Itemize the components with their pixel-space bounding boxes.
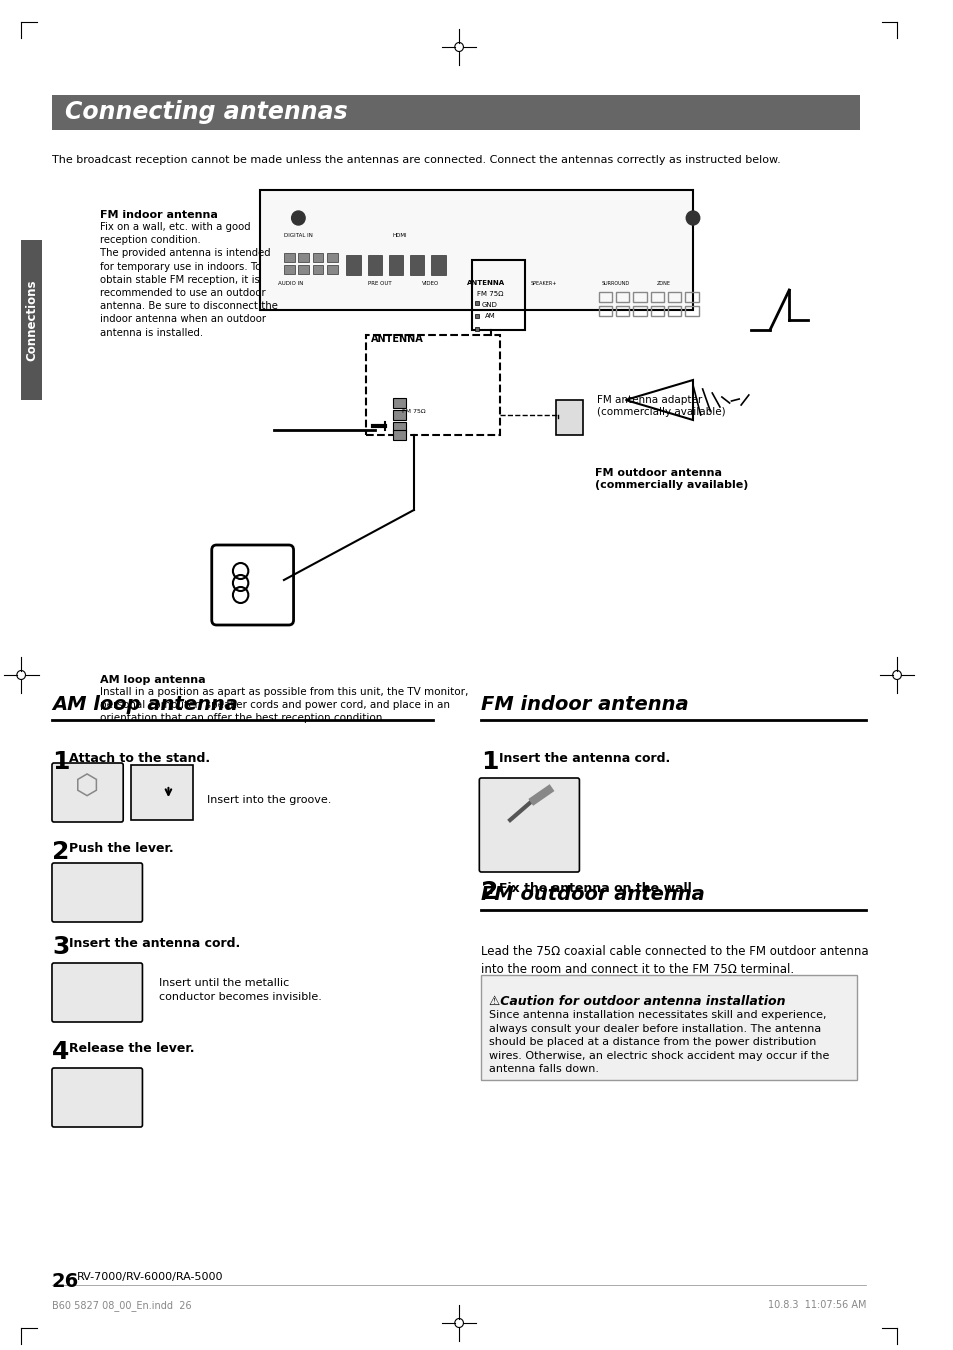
Bar [298, 252, 309, 262]
Bar [389, 255, 403, 275]
FancyBboxPatch shape [480, 975, 856, 1080]
Bar [650, 306, 663, 316]
Text: Release the lever.: Release the lever. [70, 1042, 194, 1054]
Text: 3: 3 [51, 936, 70, 958]
Bar [684, 306, 698, 316]
Text: GND: GND [481, 302, 497, 308]
Text: Connections: Connections [25, 279, 38, 360]
FancyBboxPatch shape [478, 778, 578, 872]
FancyBboxPatch shape [51, 763, 123, 822]
FancyBboxPatch shape [51, 863, 142, 922]
Text: Insert until the metallic
conductor becomes invisible.: Insert until the metallic conductor beco… [158, 979, 321, 1002]
FancyBboxPatch shape [556, 400, 582, 435]
Text: 1: 1 [480, 751, 498, 774]
Text: SURROUND: SURROUND [601, 281, 629, 286]
Text: Connecting antennas: Connecting antennas [66, 100, 348, 124]
Bar [431, 255, 445, 275]
Text: HDMI: HDMI [392, 234, 406, 238]
Text: Insert the antenna cord.: Insert the antenna cord. [70, 937, 240, 950]
Text: AM loop antenna: AM loop antenna [51, 695, 237, 714]
Bar [633, 292, 646, 302]
Bar [633, 306, 646, 316]
Bar [131, 765, 193, 819]
Bar [298, 265, 309, 274]
Text: RV-7000/RV-6000/RA-5000: RV-7000/RV-6000/RA-5000 [77, 1272, 223, 1282]
FancyBboxPatch shape [21, 240, 42, 400]
Text: ⬡: ⬡ [75, 772, 100, 801]
Text: Attach to the stand.: Attach to the stand. [70, 752, 211, 765]
Bar [313, 252, 323, 262]
Text: FM indoor antenna: FM indoor antenna [480, 695, 688, 714]
Bar [313, 265, 323, 274]
Bar [616, 292, 629, 302]
Text: Since antenna installation necessitates skill and experience,
always consult you: Since antenna installation necessitates … [489, 1010, 828, 1075]
Text: Fix the antenna on the wall.: Fix the antenna on the wall. [498, 882, 696, 895]
Text: 1: 1 [51, 751, 70, 774]
Bar [393, 431, 406, 440]
Text: ZONE: ZONE [657, 281, 670, 286]
Bar [367, 255, 382, 275]
Text: AUDIO IN: AUDIO IN [277, 281, 303, 286]
FancyBboxPatch shape [51, 95, 860, 130]
Text: DIGITAL IN: DIGITAL IN [284, 234, 313, 238]
Bar [684, 292, 698, 302]
Bar [346, 255, 360, 275]
FancyBboxPatch shape [51, 1068, 142, 1127]
FancyBboxPatch shape [365, 335, 500, 435]
Bar [327, 265, 337, 274]
Text: AM: AM [484, 313, 495, 319]
Text: ⚠Caution for outdoor antenna installation: ⚠Caution for outdoor antenna installatio… [489, 995, 784, 1008]
Text: B60 5827 08_00_En.indd  26: B60 5827 08_00_En.indd 26 [51, 1300, 192, 1311]
Text: FM outdoor antenna: FM outdoor antenna [480, 886, 704, 904]
Circle shape [685, 211, 699, 225]
Text: Fix on a wall, etc. with a good
reception condition.
The provided antenna is int: Fix on a wall, etc. with a good receptio… [100, 221, 277, 338]
Text: AM loop antenna: AM loop antenna [100, 675, 206, 684]
Bar [284, 252, 294, 262]
Bar [259, 190, 692, 310]
Text: FM 75Ω: FM 75Ω [401, 409, 425, 414]
Text: FM 75Ω: FM 75Ω [476, 292, 502, 297]
Text: 4: 4 [51, 1040, 70, 1064]
Bar [667, 306, 680, 316]
Bar [410, 255, 424, 275]
Bar [667, 292, 680, 302]
Bar [471, 261, 524, 329]
Text: The broadcast reception cannot be made unless the antennas are connected. Connec: The broadcast reception cannot be made u… [51, 155, 780, 165]
Text: FM indoor antenna: FM indoor antenna [100, 211, 217, 220]
Text: 26: 26 [51, 1272, 79, 1291]
Text: Push the lever.: Push the lever. [70, 842, 173, 855]
Text: ANTENNA: ANTENNA [370, 333, 423, 344]
Text: 2: 2 [51, 840, 70, 864]
Bar [474, 327, 478, 331]
Bar [474, 315, 478, 319]
Bar [284, 265, 294, 274]
Bar [327, 252, 337, 262]
Text: FM outdoor antenna
(commercially available): FM outdoor antenna (commercially availab… [595, 468, 747, 490]
Circle shape [292, 211, 305, 225]
Bar [598, 292, 612, 302]
Text: FM antenna adapter
(commercially available): FM antenna adapter (commercially availab… [597, 396, 724, 417]
Bar [393, 410, 406, 420]
Bar [474, 301, 478, 305]
Text: 10.8.3  11:07:56 AM: 10.8.3 11:07:56 AM [767, 1300, 865, 1310]
Text: Insert the antenna cord.: Insert the antenna cord. [498, 752, 669, 765]
Text: SPEAKER+: SPEAKER+ [530, 281, 557, 286]
Bar [393, 423, 406, 432]
Bar [393, 398, 406, 408]
Text: VIDEO: VIDEO [421, 281, 438, 286]
Text: Install in a position as apart as possible from this unit, the TV monitor,
perso: Install in a position as apart as possib… [100, 687, 468, 724]
FancyBboxPatch shape [51, 963, 142, 1022]
Text: ANTENNA: ANTENNA [467, 279, 504, 286]
Text: PRE OUT: PRE OUT [368, 281, 392, 286]
Bar [650, 292, 663, 302]
Text: Insert into the groove.: Insert into the groove. [207, 795, 331, 805]
Text: Lead the 75Ω coaxial cable connected to the FM outdoor antenna
into the room and: Lead the 75Ω coaxial cable connected to … [480, 945, 868, 976]
Text: 2: 2 [480, 880, 498, 905]
Bar [598, 306, 612, 316]
Bar [616, 306, 629, 316]
